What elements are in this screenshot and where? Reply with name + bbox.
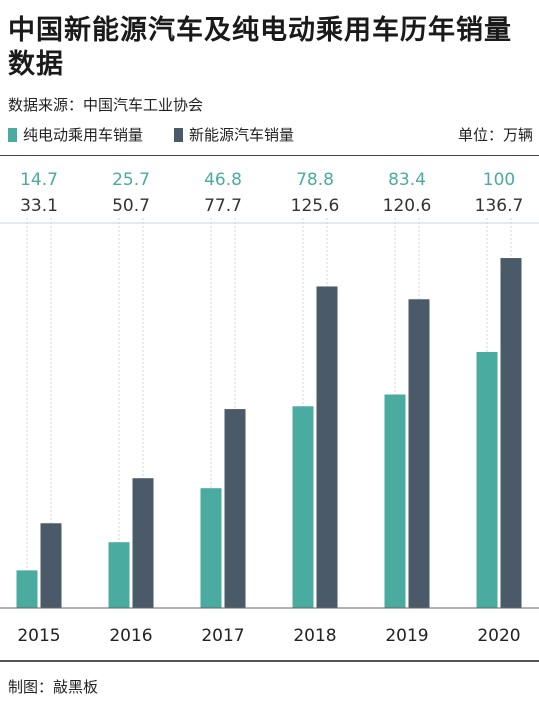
bar-bev: [384, 394, 406, 608]
bar-nev: [40, 523, 62, 608]
value-label-bev: 83.4: [388, 170, 426, 190]
value-label-bev: 78.8: [296, 170, 334, 190]
unit-label: 单位：万辆: [457, 126, 533, 144]
bar-nev: [408, 299, 430, 608]
value-label-nev: 125.6: [291, 196, 340, 216]
bottom-divider: [0, 660, 539, 662]
bar-nev: [500, 258, 522, 608]
value-label-nev: 120.6: [383, 196, 432, 216]
bar-bev: [292, 406, 314, 608]
legend: 纯电动乘用车销量 新能源汽车销量 单位：万辆: [8, 124, 533, 146]
bar-bev: [200, 488, 222, 608]
bar-bev: [476, 352, 498, 608]
category-label: 2017: [201, 626, 244, 646]
category-label: 2018: [293, 626, 336, 646]
legend-item-bev: 纯电动乘用车销量: [8, 124, 143, 145]
value-label-bev: 14.7: [20, 170, 58, 190]
legend-label-nev: 新能源汽车销量: [189, 126, 295, 144]
bar-bev: [108, 542, 130, 608]
category-label: 2015: [17, 626, 60, 646]
data-source: 数据来源：中国汽车工业协会: [8, 96, 204, 114]
value-label-bev: 25.7: [112, 170, 150, 190]
chart-credit: 制图：敲黑板: [8, 678, 99, 696]
value-label-nev: 77.7: [204, 196, 242, 216]
legend-swatch-nev: [174, 127, 183, 142]
category-label: 2020: [477, 626, 520, 646]
value-label-nev: 33.1: [20, 196, 58, 216]
value-label-nev: 136.7: [475, 196, 524, 216]
value-label-bev: 100: [483, 170, 515, 190]
legend-label-bev: 纯电动乘用车销量: [23, 126, 144, 144]
bar-nev: [224, 409, 246, 608]
top-divider: [0, 155, 539, 156]
legend-item-nev: 新能源汽车销量: [174, 124, 294, 145]
category-label: 2016: [109, 626, 152, 646]
bar-bev: [16, 570, 38, 608]
chart-title: 中国新能源汽车及纯电动乘用车历年销量数据: [8, 15, 512, 80]
value-label-nev: 50.7: [112, 196, 150, 216]
value-label-bev: 46.8: [204, 170, 242, 190]
legend-swatch-bev: [8, 127, 17, 142]
category-label: 2019: [385, 626, 428, 646]
bar-chart: 14.7 33.1 2015 25.7 50.7 2016 46.8 77.7 2017 78.8…: [0, 170, 539, 646]
bar-nev: [316, 286, 338, 608]
bar-nev: [132, 478, 154, 608]
